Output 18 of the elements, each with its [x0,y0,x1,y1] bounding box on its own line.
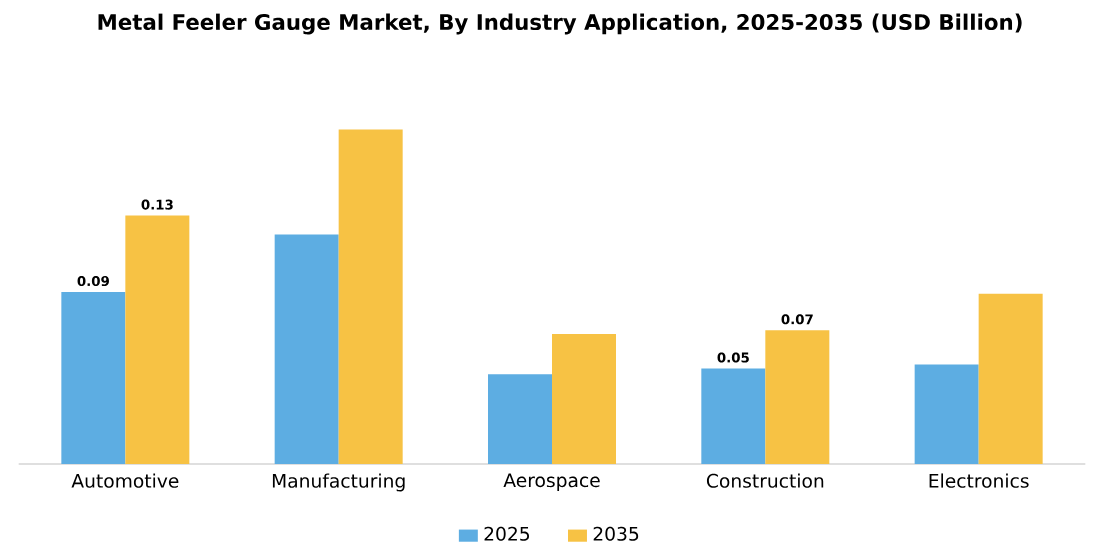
x-tick-label: Construction [706,473,824,488]
bar [274,234,339,464]
bar [978,293,1043,464]
x-tick-label: Electronics [929,473,1029,488]
x-tick-label: Aerospace [503,473,600,491]
x-tick-label: Manufacturing [272,473,405,492]
bar [914,364,979,464]
bar [61,291,126,464]
bar [488,374,552,464]
bar [765,330,830,464]
x-tick-label: Automotive [71,473,179,488]
legend-label: 2035 [593,526,639,541]
chart-title: Metal Feeler Gauge Market, By Industry Application, 2025-2035 (USD Billion) [98,13,1022,35]
bar [552,334,616,464]
legend-label: 2025 [484,526,530,541]
bar [701,368,766,464]
bar [338,129,403,464]
bar [125,215,190,464]
